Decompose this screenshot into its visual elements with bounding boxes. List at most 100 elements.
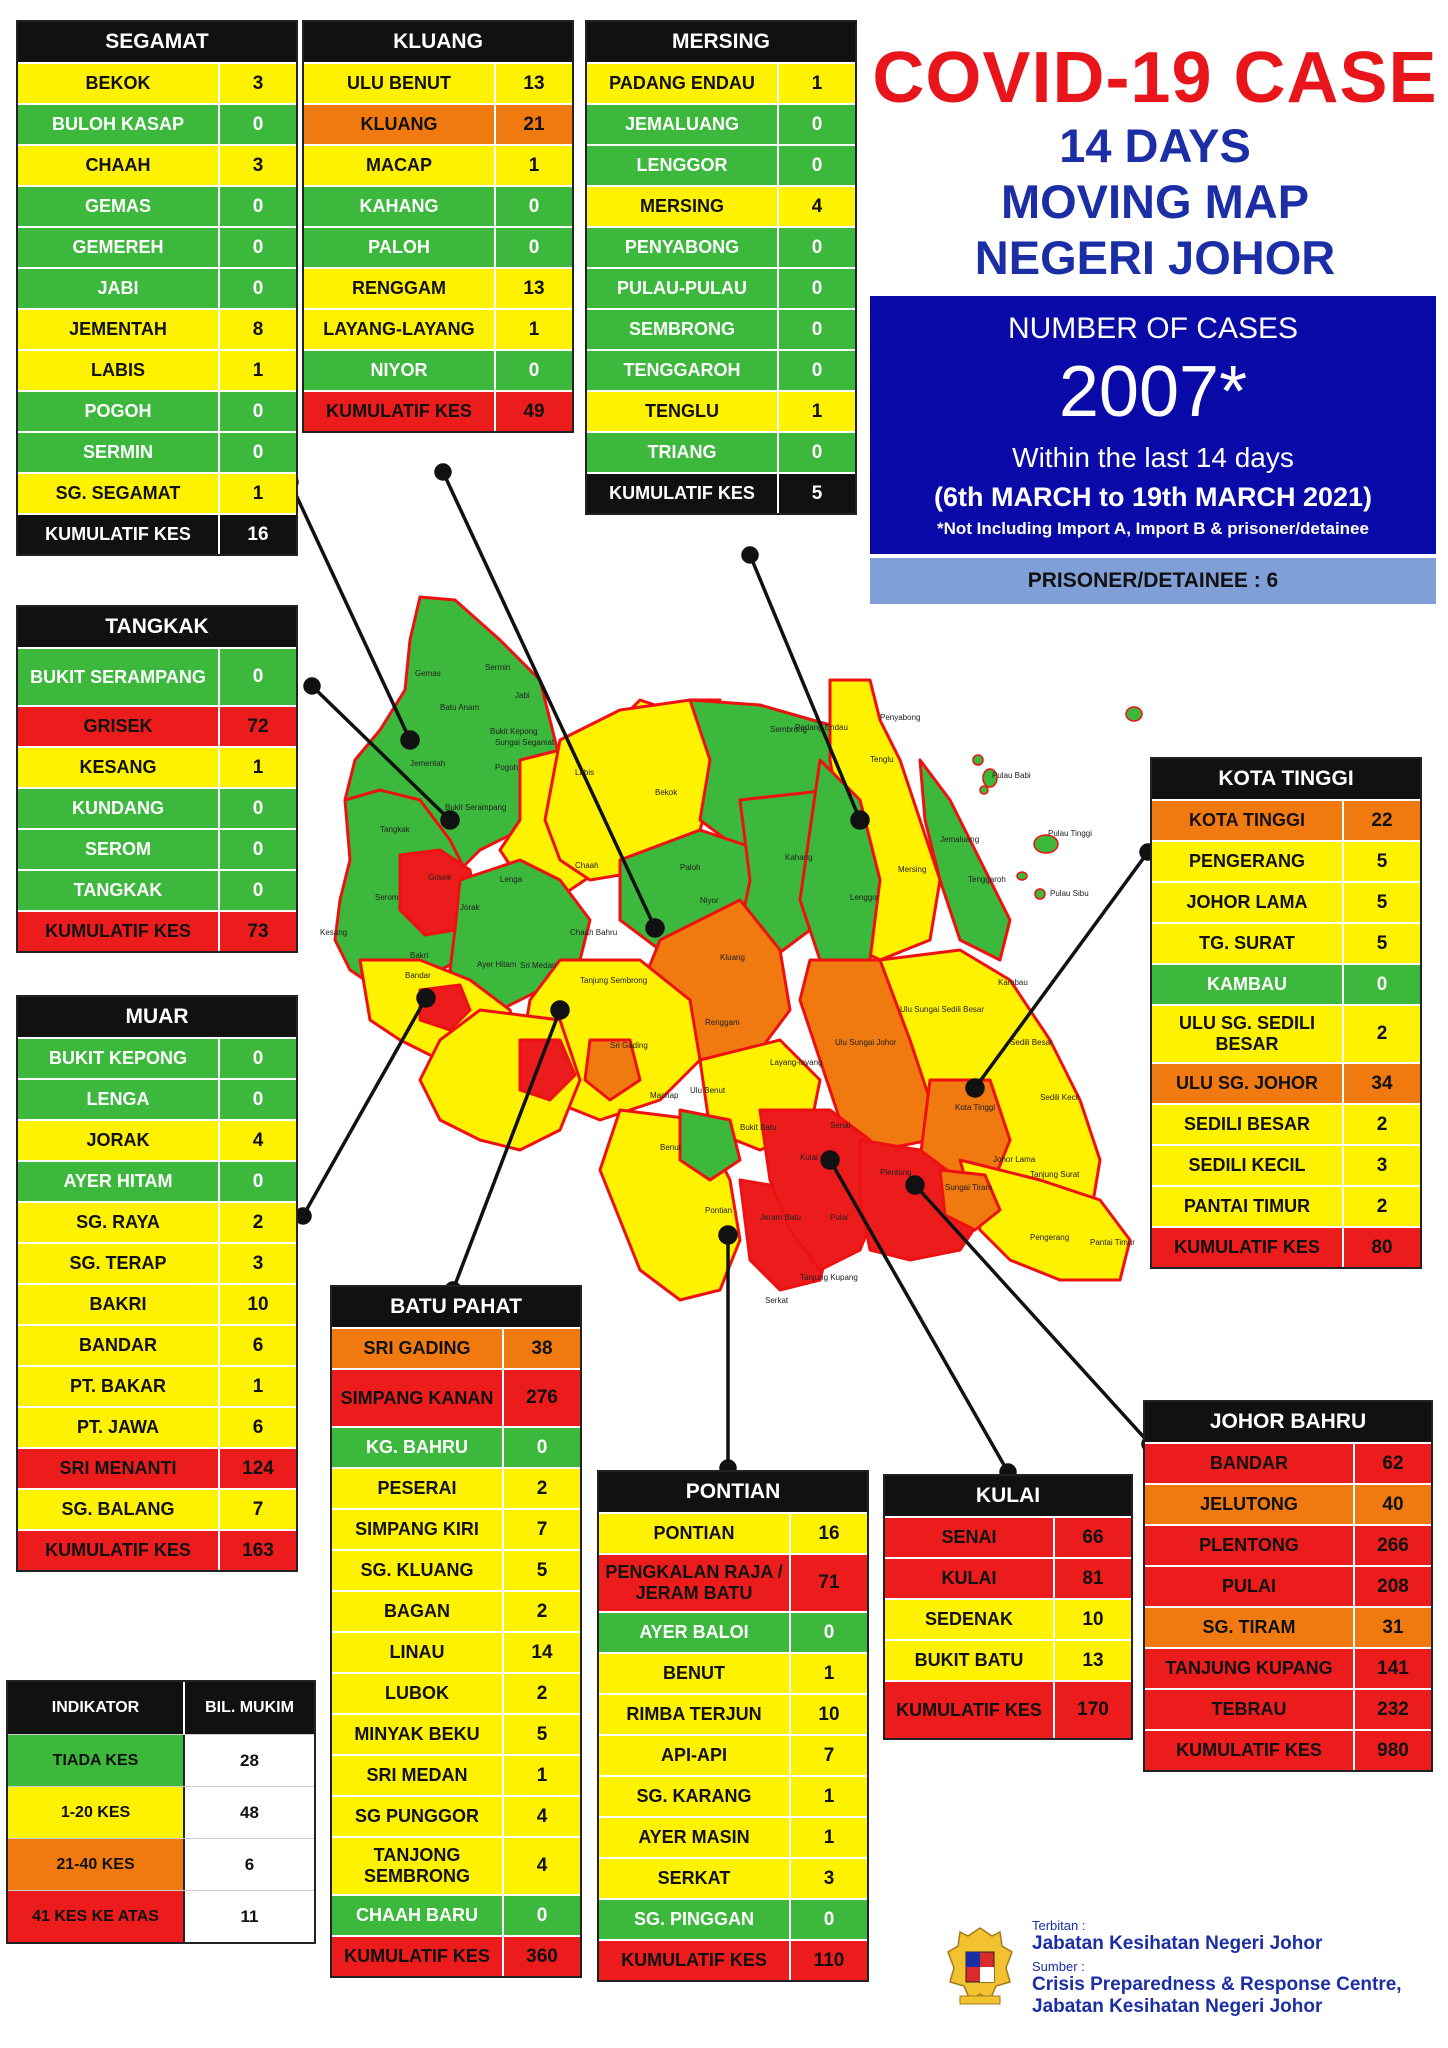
mukim-case-count: 31 <box>1382 1616 1404 1638</box>
mukim-row: BAGAN 2 <box>332 1590 580 1631</box>
mukim-name: MACAP <box>304 146 496 185</box>
map-label: Bukit Kepong <box>490 727 538 736</box>
mukim-case-count: 66 <box>1082 1526 1104 1548</box>
mukim-name: SG. TERAP <box>18 1244 220 1283</box>
map-label: Pulau Babi <box>992 771 1031 780</box>
connector-dot <box>741 546 759 564</box>
mukim-row: JEMALUANG 0 <box>587 103 855 144</box>
mukim-row: KUMULATIF KES 16 <box>18 513 296 554</box>
mukim-row: KULAI 81 <box>885 1557 1131 1598</box>
mukim-name: LENGA <box>18 1080 220 1119</box>
mukim-name: SENAI <box>885 1518 1055 1557</box>
mukim-row: TEBRAU 232 <box>1145 1688 1431 1729</box>
publisher-name: Jabatan Kesihatan Negeri Johor <box>1032 1933 1323 1954</box>
mukim-name: RENGGAM <box>304 269 496 308</box>
mukim-row: JEMENTAH 8 <box>18 308 296 349</box>
mukim-name: PENGERANG <box>1152 842 1344 881</box>
connector-dot <box>400 730 420 750</box>
title-line-4: NEGERI JOHOR <box>974 231 1336 284</box>
map-label: Jementah <box>410 759 445 768</box>
district-table-kluang: KLUANG ULU BENUT 13 KLUANG 21 MACAP 1 KAHANG 0 PA… <box>302 20 574 433</box>
mukim-row: SRI MENANTI 124 <box>18 1447 296 1488</box>
legend-label: 41 KES KE ATAS <box>8 1891 183 1942</box>
mukim-row: KAHANG 0 <box>304 185 572 226</box>
mukim-case-count: 0 <box>536 1904 548 1926</box>
map-label: Kulai <box>800 1153 818 1162</box>
map-label: Sedili Besar <box>1010 1038 1053 1047</box>
mukim-name: LUBOK <box>332 1674 504 1713</box>
district-table-segamat: SEGAMAT BEKOK 3 BULOH KASAP 0 CHAAH 3 GEMAS 0 GEM… <box>16 20 298 556</box>
mukim-name: MERSING <box>587 187 779 226</box>
map-label: Sungai Segamat <box>495 738 555 747</box>
mukim-case-count: 38 <box>531 1337 553 1359</box>
district-table-muar: MUAR BUKIT KEPONG 0 LENGA 0 JORAK 4 AYER HITAM 0… <box>16 995 298 1572</box>
mukim-case-count: 3 <box>252 72 264 94</box>
mukim-case-count: 0 <box>252 1170 264 1192</box>
mukim-case-count: 73 <box>247 920 269 942</box>
mukim-name: ULU SG. SEDILI BESAR <box>1152 1006 1344 1062</box>
district-header: SEGAMAT <box>18 22 296 62</box>
mukim-case-count: 49 <box>523 400 545 422</box>
mukim-name: KOTA TINGGI <box>1152 801 1344 840</box>
mukim-name: SEDILI BESAR <box>1152 1105 1344 1144</box>
mukim-name: JELUTONG <box>1145 1485 1355 1524</box>
mukim-case-count: 141 <box>1377 1657 1409 1679</box>
mukim-name: JEMALUANG <box>587 105 779 144</box>
mukim-name: JABI <box>18 269 220 308</box>
cases-label: NUMBER OF CASES <box>1007 312 1299 345</box>
mukim-row: SEMBRONG 0 <box>587 308 855 349</box>
mukim-case-count: 276 <box>526 1387 558 1408</box>
mukim-name: SEROM <box>18 830 220 869</box>
mukim-case-count: 1 <box>811 72 823 94</box>
map-label: Tanjung Surat <box>1030 1170 1080 1179</box>
mukim-row: GEMEREH 0 <box>18 226 296 267</box>
map-label: Pulau Sibu <box>1050 889 1089 898</box>
mukim-name: KUMULATIF KES <box>885 1682 1055 1738</box>
mukim-row: BUKIT KEPONG 0 <box>18 1037 296 1078</box>
prisoner-detainee-count: PRISONER/DETAINEE : 6 <box>870 558 1436 604</box>
mukim-case-count: 0 <box>1376 973 1388 995</box>
legend-count: 11 <box>183 1891 314 1942</box>
mukim-row: SERKAT 3 <box>599 1857 867 1898</box>
connector-dot <box>416 988 436 1008</box>
cases-dates: (6th MARCH to 19th MARCH 2021) <box>933 482 1373 512</box>
source-line-2: Jabatan Kesihatan Negeri Johor <box>1032 1996 1323 2017</box>
mukim-case-count: 170 <box>1077 1699 1109 1720</box>
mukim-case-count: 6 <box>252 1416 264 1438</box>
mukim-name: PULAU-PULAU <box>587 269 779 308</box>
mukim-row: SIMPANG KANAN 276 <box>332 1368 580 1426</box>
mukim-row: AYER MASIN 1 <box>599 1816 867 1857</box>
mukim-name: PENYABONG <box>587 228 779 267</box>
map-islands <box>972 706 1143 900</box>
mukim-case-count: 0 <box>252 838 264 860</box>
map-label: Grisek <box>428 873 452 882</box>
mukim-name: SEMBRONG <box>587 310 779 349</box>
mukim-name: PADANG ENDAU <box>587 64 779 103</box>
mukim-case-count: 7 <box>536 1518 548 1540</box>
mukim-name: KUMULATIF KES <box>587 474 779 513</box>
mukim-case-count: 5 <box>536 1723 548 1745</box>
map-label: Pantai Timur <box>1090 1238 1135 1247</box>
mukim-row: PLENTONG 266 <box>1145 1524 1431 1565</box>
connector-batu-pahat <box>451 1009 562 1291</box>
mukim-case-count: 0 <box>811 113 823 135</box>
mukim-row: ULU BENUT 13 <box>304 62 572 103</box>
mukim-name: SG. SEGAMAT <box>18 474 220 513</box>
mukim-case-count: 0 <box>528 195 540 217</box>
mukim-name: GRISEK <box>18 707 220 746</box>
mukim-name: BEKOK <box>18 64 220 103</box>
district-table-kulai: KULAI SENAI 66 KULAI 81 SEDENAK 10 BUKIT BATU 13… <box>883 1474 1133 1740</box>
mukim-name: LINAU <box>332 1633 504 1672</box>
mukim-case-count: 0 <box>252 797 264 819</box>
mukim-name: AYER BALOI <box>599 1613 791 1652</box>
mukim-row: LENGGOR 0 <box>587 144 855 185</box>
mukim-case-count: 22 <box>1371 809 1393 831</box>
mukim-case-count: 2 <box>252 1211 264 1233</box>
map-label: Tenggaroh <box>968 875 1006 884</box>
map-label: Bakri <box>410 951 428 960</box>
map-label: Sri Gading <box>610 1041 648 1050</box>
map-label: Renggam <box>705 1018 740 1027</box>
connector-dot <box>905 1175 925 1195</box>
mukim-row: KAMBAU 0 <box>1152 963 1420 1004</box>
cases-total: 2007* <box>1058 352 1248 432</box>
